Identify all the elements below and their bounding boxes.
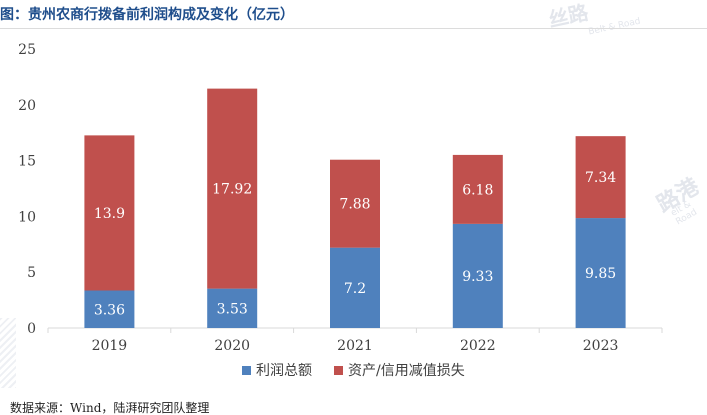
chart-area: 0 5 10 15 20 25 3.36 13.9 2019 3.53 17.92 2020 7.2 7.… — [0, 28, 707, 399]
bar-loss-2019 — [84, 135, 135, 291]
x-tick-label: 2021 — [337, 338, 373, 354]
x-tick-label: 2019 — [92, 338, 128, 354]
legend-label-profit: 利润总额 — [256, 363, 312, 379]
data-label-profit: 9.33 — [462, 269, 493, 285]
x-tick-label: 2023 — [583, 338, 619, 354]
bar-loss-2022 — [452, 154, 503, 224]
legend-swatch-profit — [242, 366, 251, 375]
legend-label-loss: 资产/信用减值损失 — [348, 363, 465, 379]
data-label-profit: 7.2 — [344, 281, 366, 297]
data-label-loss: 17.92 — [212, 182, 252, 198]
data-label-profit: 3.53 — [217, 301, 248, 317]
data-label-loss: 7.34 — [585, 170, 616, 186]
data-label-loss: 7.88 — [339, 197, 370, 213]
bar-loss-2023 — [575, 136, 626, 219]
y-tick-label: 5 — [27, 265, 36, 281]
bar-loss-2021 — [330, 159, 380, 248]
chart-title: 图：贵州农商行拨备前利润构成及变化（亿元） — [0, 7, 294, 23]
y-tick-label: 20 — [18, 98, 36, 114]
data-label-loss: 13.9 — [94, 206, 125, 222]
legend-swatch-loss — [334, 366, 343, 375]
bar-profit-2021 — [330, 247, 380, 328]
stacked-bar-chart: 0 5 10 15 20 25 3.36 13.9 2019 3.53 17.92 2020 7.2 7.… — [18, 42, 663, 379]
bar-profit-2022 — [452, 223, 503, 328]
bar-profit-2019 — [84, 290, 135, 328]
data-label-profit: 3.36 — [94, 302, 125, 318]
bar-profit-2020 — [207, 288, 258, 328]
bar-loss-2020 — [207, 88, 258, 289]
data-source-note: 数据来源：Wind，陆湃研究团队整理 — [10, 401, 210, 415]
y-tick-label: 15 — [18, 154, 36, 170]
x-tick-label: 2022 — [460, 338, 496, 354]
data-label-profit: 9.85 — [585, 266, 616, 282]
y-tick-label: 25 — [18, 42, 36, 58]
x-tick-label: 2020 — [214, 338, 250, 354]
y-tick-label: 10 — [18, 209, 36, 225]
y-tick-label: 0 — [27, 321, 36, 337]
data-label-loss: 6.18 — [462, 182, 493, 198]
bar-profit-2023 — [575, 218, 626, 328]
